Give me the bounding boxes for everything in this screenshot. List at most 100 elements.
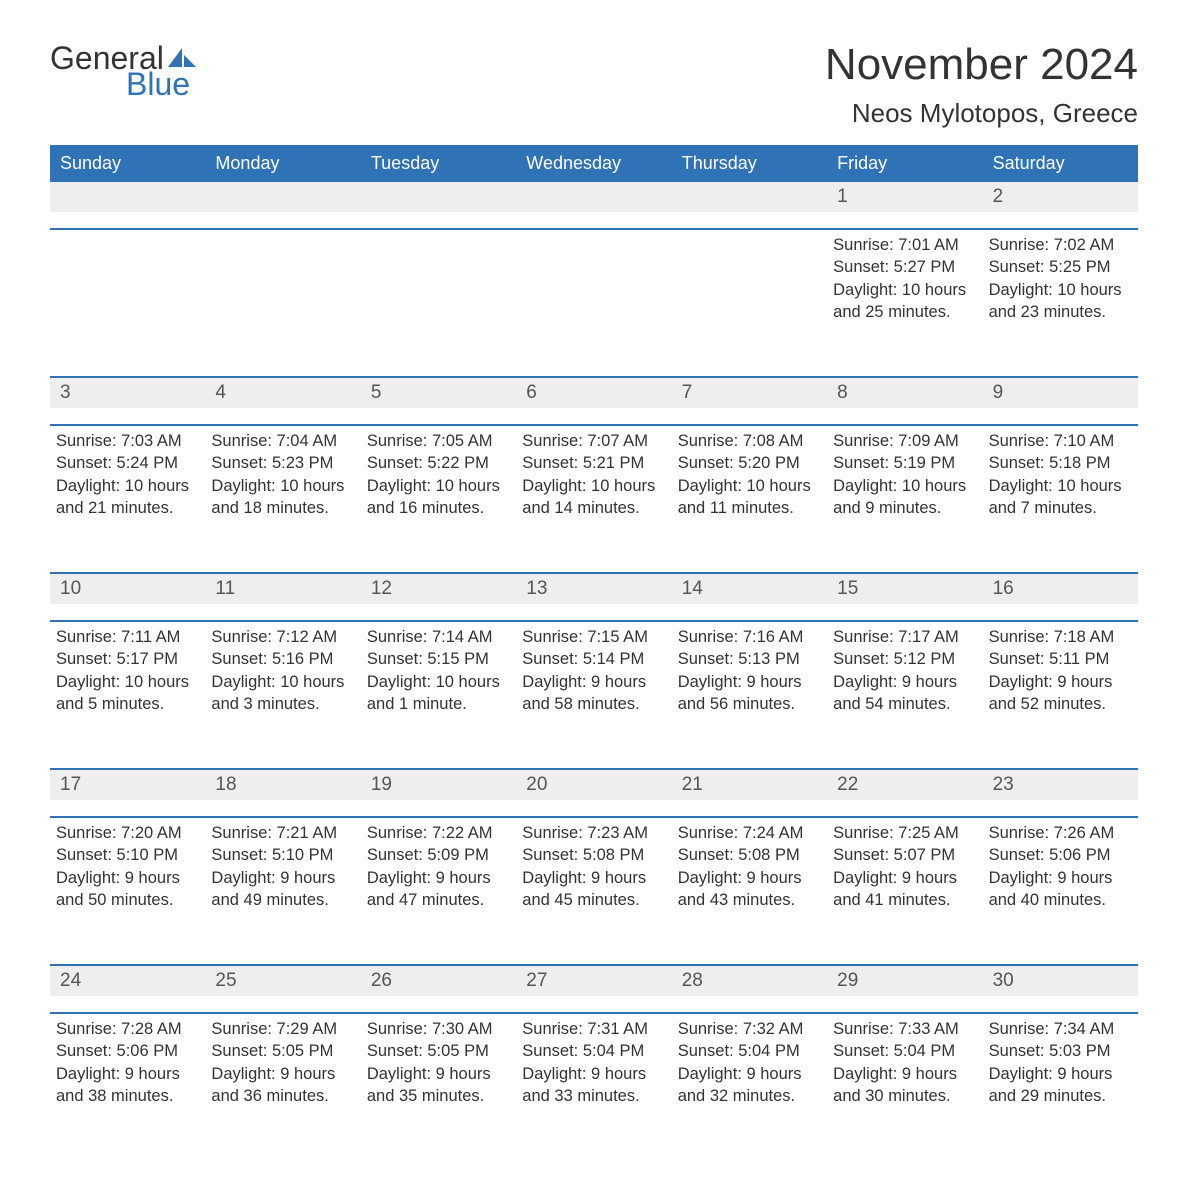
sunset-text: Sunset: 5:24 PM: [56, 452, 199, 474]
sunset-text: Sunset: 5:04 PM: [678, 1040, 821, 1062]
week-daynum-row: 10111213141516: [50, 574, 1138, 604]
sunrise-text: Sunrise: 7:25 AM: [833, 822, 976, 844]
day-number: 18: [205, 770, 360, 800]
sunrise-text: Sunrise: 7:30 AM: [367, 1018, 510, 1040]
daylight-text-line2: and 50 minutes.: [56, 889, 199, 911]
day-number: 5: [361, 378, 516, 408]
day-number: 20: [516, 770, 671, 800]
sunset-text: Sunset: 5:21 PM: [522, 452, 665, 474]
daylight-text-line2: and 36 minutes.: [211, 1085, 354, 1107]
daylight-text-line1: Daylight: 10 hours: [678, 475, 821, 497]
day-number: [672, 182, 827, 212]
page-title: November 2024: [825, 40, 1138, 90]
daylight-text-line1: Daylight: 9 hours: [522, 867, 665, 889]
sunset-text: Sunset: 5:07 PM: [833, 844, 976, 866]
week-daynum-row: 24252627282930: [50, 966, 1138, 996]
daylight-text-line1: Daylight: 10 hours: [989, 475, 1132, 497]
day-cell: [516, 230, 671, 356]
day-number: 23: [983, 770, 1138, 800]
daylight-text-line1: Daylight: 9 hours: [678, 867, 821, 889]
daylight-text-line1: Daylight: 10 hours: [833, 279, 976, 301]
sunset-text: Sunset: 5:22 PM: [367, 452, 510, 474]
day-cell: Sunrise: 7:12 AMSunset: 5:16 PMDaylight:…: [205, 622, 360, 748]
day-number: 2: [983, 182, 1138, 212]
daylight-text-line2: and 29 minutes.: [989, 1085, 1132, 1107]
daylight-text-line2: and 33 minutes.: [522, 1085, 665, 1107]
daylight-text-line1: Daylight: 9 hours: [367, 1063, 510, 1085]
daylight-text-line1: Daylight: 10 hours: [56, 671, 199, 693]
sunrise-text: Sunrise: 7:17 AM: [833, 626, 976, 648]
day-number: 8: [827, 378, 982, 408]
daylight-text-line1: Daylight: 9 hours: [833, 671, 976, 693]
daylight-text-line1: Daylight: 9 hours: [678, 671, 821, 693]
sunset-text: Sunset: 5:12 PM: [833, 648, 976, 670]
day-cell: Sunrise: 7:08 AMSunset: 5:20 PMDaylight:…: [672, 426, 827, 552]
daylight-text-line2: and 45 minutes.: [522, 889, 665, 911]
day-cell: Sunrise: 7:31 AMSunset: 5:04 PMDaylight:…: [516, 1014, 671, 1140]
sunrise-text: Sunrise: 7:28 AM: [56, 1018, 199, 1040]
daylight-text-line2: and 58 minutes.: [522, 693, 665, 715]
day-cell: [50, 230, 205, 356]
sunrise-text: Sunrise: 7:26 AM: [989, 822, 1132, 844]
daylight-text-line1: Daylight: 10 hours: [211, 475, 354, 497]
sunrise-text: Sunrise: 7:01 AM: [833, 234, 976, 256]
calendar: Sunday Monday Tuesday Wednesday Thursday…: [50, 145, 1138, 1140]
day-number: [516, 182, 671, 212]
sunset-text: Sunset: 5:23 PM: [211, 452, 354, 474]
daylight-text-line1: Daylight: 9 hours: [989, 671, 1132, 693]
day-number: 21: [672, 770, 827, 800]
day-cell: Sunrise: 7:24 AMSunset: 5:08 PMDaylight:…: [672, 818, 827, 944]
day-cell: Sunrise: 7:04 AMSunset: 5:23 PMDaylight:…: [205, 426, 360, 552]
logo-text-blue: Blue: [126, 68, 198, 100]
sunrise-text: Sunrise: 7:18 AM: [989, 626, 1132, 648]
daylight-text-line2: and 7 minutes.: [989, 497, 1132, 519]
daylight-text-line1: Daylight: 9 hours: [678, 1063, 821, 1085]
brand-logo: General Blue: [50, 42, 198, 100]
sunrise-text: Sunrise: 7:31 AM: [522, 1018, 665, 1040]
day-number: 12: [361, 574, 516, 604]
daylight-text-line2: and 1 minute.: [367, 693, 510, 715]
sunrise-text: Sunrise: 7:21 AM: [211, 822, 354, 844]
day-number: 14: [672, 574, 827, 604]
day-number: 28: [672, 966, 827, 996]
sunset-text: Sunset: 5:27 PM: [833, 256, 976, 278]
day-number: 6: [516, 378, 671, 408]
dow-friday: Friday: [827, 145, 982, 182]
daylight-text-line2: and 38 minutes.: [56, 1085, 199, 1107]
daylight-text-line2: and 21 minutes.: [56, 497, 199, 519]
day-cell: Sunrise: 7:23 AMSunset: 5:08 PMDaylight:…: [516, 818, 671, 944]
daylight-text-line2: and 18 minutes.: [211, 497, 354, 519]
sunrise-text: Sunrise: 7:22 AM: [367, 822, 510, 844]
sunrise-text: Sunrise: 7:02 AM: [989, 234, 1132, 256]
daylight-text-line1: Daylight: 9 hours: [522, 1063, 665, 1085]
daylight-text-line2: and 35 minutes.: [367, 1085, 510, 1107]
daylight-text-line1: Daylight: 10 hours: [367, 671, 510, 693]
day-cell: Sunrise: 7:32 AMSunset: 5:04 PMDaylight:…: [672, 1014, 827, 1140]
day-cell: Sunrise: 7:22 AMSunset: 5:09 PMDaylight:…: [361, 818, 516, 944]
sunset-text: Sunset: 5:10 PM: [56, 844, 199, 866]
day-number: 3: [50, 378, 205, 408]
day-number: 17: [50, 770, 205, 800]
day-number: 19: [361, 770, 516, 800]
week-row: Sunrise: 7:20 AMSunset: 5:10 PMDaylight:…: [50, 816, 1138, 944]
week-daynum-row: 17181920212223: [50, 770, 1138, 800]
day-cell: Sunrise: 7:29 AMSunset: 5:05 PMDaylight:…: [205, 1014, 360, 1140]
daylight-text-line2: and 52 minutes.: [989, 693, 1132, 715]
day-cell: Sunrise: 7:14 AMSunset: 5:15 PMDaylight:…: [361, 622, 516, 748]
sunset-text: Sunset: 5:10 PM: [211, 844, 354, 866]
sunrise-text: Sunrise: 7:15 AM: [522, 626, 665, 648]
sunset-text: Sunset: 5:18 PM: [989, 452, 1132, 474]
sunset-text: Sunset: 5:25 PM: [989, 256, 1132, 278]
sunrise-text: Sunrise: 7:14 AM: [367, 626, 510, 648]
sunset-text: Sunset: 5:04 PM: [522, 1040, 665, 1062]
day-number: 11: [205, 574, 360, 604]
sunrise-text: Sunrise: 7:09 AM: [833, 430, 976, 452]
day-cell: Sunrise: 7:34 AMSunset: 5:03 PMDaylight:…: [983, 1014, 1138, 1140]
dow-thursday: Thursday: [672, 145, 827, 182]
sunrise-text: Sunrise: 7:33 AM: [833, 1018, 976, 1040]
daylight-text-line1: Daylight: 9 hours: [833, 867, 976, 889]
sunrise-text: Sunrise: 7:32 AM: [678, 1018, 821, 1040]
day-number: 1: [827, 182, 982, 212]
day-cell: Sunrise: 7:03 AMSunset: 5:24 PMDaylight:…: [50, 426, 205, 552]
day-cell: Sunrise: 7:17 AMSunset: 5:12 PMDaylight:…: [827, 622, 982, 748]
